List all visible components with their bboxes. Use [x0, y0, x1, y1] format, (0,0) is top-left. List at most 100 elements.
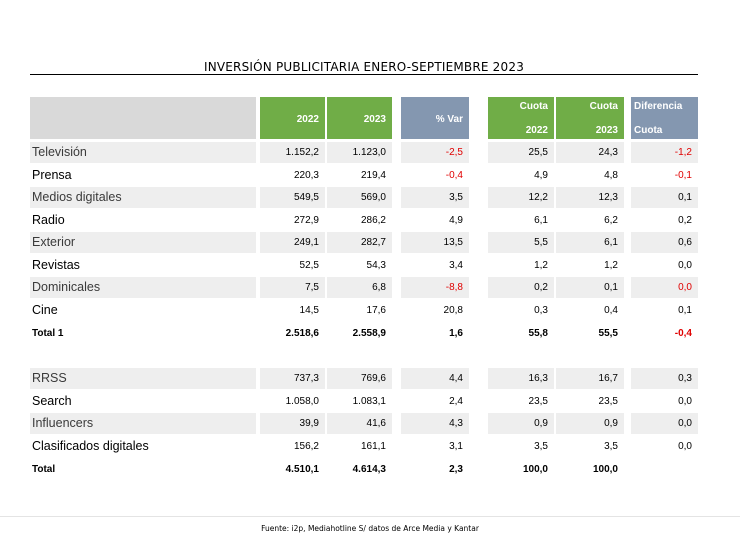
value-var: 4,4 — [401, 368, 469, 389]
header-cuota-2023: Cuota 2023 — [556, 97, 624, 139]
table-row: Cine 14,5 17,6 20,8 0,3 0,4 0,1 — [30, 300, 698, 321]
row-label: Influencers — [30, 413, 256, 434]
row-label: RRSS — [30, 368, 256, 389]
value-cuota-2023: 100,0 — [592, 464, 618, 475]
value-cuota-2023: 6,1 — [556, 232, 624, 253]
header-diferencia-cuota: Diferencia Cuota — [631, 97, 698, 139]
value-2022: 2.518,6 — [285, 328, 319, 339]
value-2023: 17,6 — [366, 305, 386, 316]
value-var: -8,8 — [401, 277, 469, 298]
value-diferencia: 0,0 — [631, 277, 698, 298]
value-2023: 282,7 — [327, 232, 392, 253]
row-label: Total 1 — [32, 328, 64, 339]
header-var-text: % Var — [435, 114, 463, 125]
value-2022: 39,9 — [260, 413, 325, 434]
table-row: Search 1.058,0 1.083,1 2,4 23,5 23,5 0,0 — [30, 391, 698, 412]
value-2022: 7,5 — [260, 277, 325, 298]
value-var: 3,1 — [449, 441, 463, 452]
value-cuota-2022: 5,5 — [488, 232, 554, 253]
value-cuota-2022: 0,9 — [488, 413, 554, 434]
value-2023: 569,0 — [327, 187, 392, 208]
value-cuota-2023: 55,5 — [598, 328, 618, 339]
source-note: Fuente: i2p, Mediahotline S/ datos de Ar… — [261, 524, 479, 533]
title-underline — [30, 74, 698, 75]
header-cuota-2022-label: Cuota — [519, 101, 548, 112]
value-var: -0,4 — [445, 170, 463, 181]
value-2023: 769,6 — [327, 368, 392, 389]
header-2023-text: 2023 — [363, 114, 386, 125]
header-diferencia-line2: Cuota — [634, 125, 663, 136]
value-diferencia: 0,0 — [678, 396, 692, 407]
row-label: Total — [32, 464, 56, 475]
table-row: Radio 272,9 286,2 4,9 6,1 6,2 0,2 — [30, 210, 698, 231]
table-row: Revistas 52,5 54,3 3,4 1,2 1,2 0,0 — [30, 255, 698, 276]
table-row: Prensa 220,3 219,4 -0,4 4,9 4,8 -0,1 — [30, 165, 698, 186]
value-cuota-2022: 6,1 — [534, 215, 548, 226]
value-cuota-2023: 4,8 — [604, 170, 618, 181]
value-cuota-2023: 0,4 — [604, 305, 618, 316]
table-row: Exterior 249,1 282,7 13,5 5,5 6,1 0,6 — [30, 232, 698, 253]
page-title: INVERSIÓN PUBLICITARIA ENERO-SEPTIEMBRE … — [203, 60, 525, 74]
value-var: 2,3 — [449, 464, 463, 475]
row-label: Dominicales — [30, 277, 256, 298]
header-cuota-2022: Cuota 2022 — [488, 97, 554, 139]
value-var: 13,5 — [401, 232, 469, 253]
row-label: Clasificados digitales — [32, 439, 149, 453]
value-cuota-2022: 100,0 — [522, 464, 548, 475]
value-var: 1,6 — [449, 328, 463, 339]
row-label: Prensa — [32, 168, 72, 182]
value-cuota-2023: 1,2 — [604, 260, 618, 271]
value-cuota-2023: 6,2 — [604, 215, 618, 226]
table-row: RRSS 737,3 769,6 4,4 16,3 16,7 0,3 — [30, 368, 698, 389]
header-2022-text: 2022 — [296, 114, 319, 125]
value-var: -2,5 — [401, 142, 469, 163]
grand-total-row: Total 4.510,1 4.614,3 2,3 100,0 100,0 — [30, 459, 698, 480]
value-2022: 549,5 — [260, 187, 325, 208]
value-2022: 156,2 — [293, 441, 319, 452]
value-cuota-2022: 4,9 — [534, 170, 548, 181]
value-2023: 2.558,9 — [352, 328, 386, 339]
value-2023: 54,3 — [366, 260, 386, 271]
value-diferencia: 0,2 — [678, 215, 692, 226]
value-cuota-2023: 23,5 — [598, 396, 618, 407]
value-var: 20,8 — [443, 305, 463, 316]
table-row: Televisión 1.152,2 1.123,0 -2,5 25,5 24,… — [30, 142, 698, 163]
value-2022: 52,5 — [299, 260, 319, 271]
value-diferencia: -0,4 — [674, 328, 692, 339]
value-cuota-2022: 55,8 — [528, 328, 548, 339]
value-cuota-2023: 3,5 — [604, 441, 618, 452]
value-var: 4,9 — [449, 215, 463, 226]
row-label: Medios digitales — [30, 187, 256, 208]
value-2023: 41,6 — [327, 413, 392, 434]
value-cuota-2023: 24,3 — [556, 142, 624, 163]
value-cuota-2022: 16,3 — [488, 368, 554, 389]
value-diferencia: -0,1 — [674, 170, 692, 181]
value-2023: 6,8 — [327, 277, 392, 298]
header-2023: 2023 — [327, 97, 392, 139]
value-var: 4,3 — [401, 413, 469, 434]
value-cuota-2023: 12,3 — [556, 187, 624, 208]
value-cuota-2022: 0,3 — [534, 305, 548, 316]
header-label-cell — [30, 97, 256, 139]
total-row: Total 1 2.518,6 2.558,9 1,6 55,8 55,5 -0… — [30, 323, 698, 344]
value-2023: 1.123,0 — [327, 142, 392, 163]
value-2022: 1.152,2 — [260, 142, 325, 163]
value-2022: 249,1 — [260, 232, 325, 253]
value-2022: 272,9 — [293, 215, 319, 226]
value-cuota-2023: 16,7 — [556, 368, 624, 389]
value-var: 3,4 — [449, 260, 463, 271]
table-row: Clasificados digitales 156,2 161,1 3,1 3… — [30, 436, 698, 457]
value-cuota-2022: 23,5 — [528, 396, 548, 407]
header-cuota-2022-year: 2022 — [525, 125, 548, 136]
value-2022: 4.510,1 — [285, 464, 319, 475]
value-cuota-2022: 0,2 — [488, 277, 554, 298]
value-diferencia — [631, 459, 698, 480]
value-cuota-2023: 0,1 — [556, 277, 624, 298]
value-2023: 4.614,3 — [352, 464, 386, 475]
value-diferencia: 0,1 — [631, 187, 698, 208]
row-label: Radio — [32, 213, 65, 227]
row-label: Televisión — [30, 142, 256, 163]
header-2022: 2022 — [260, 97, 325, 139]
value-2023: 219,4 — [360, 170, 386, 181]
header-var: % Var — [401, 97, 469, 139]
